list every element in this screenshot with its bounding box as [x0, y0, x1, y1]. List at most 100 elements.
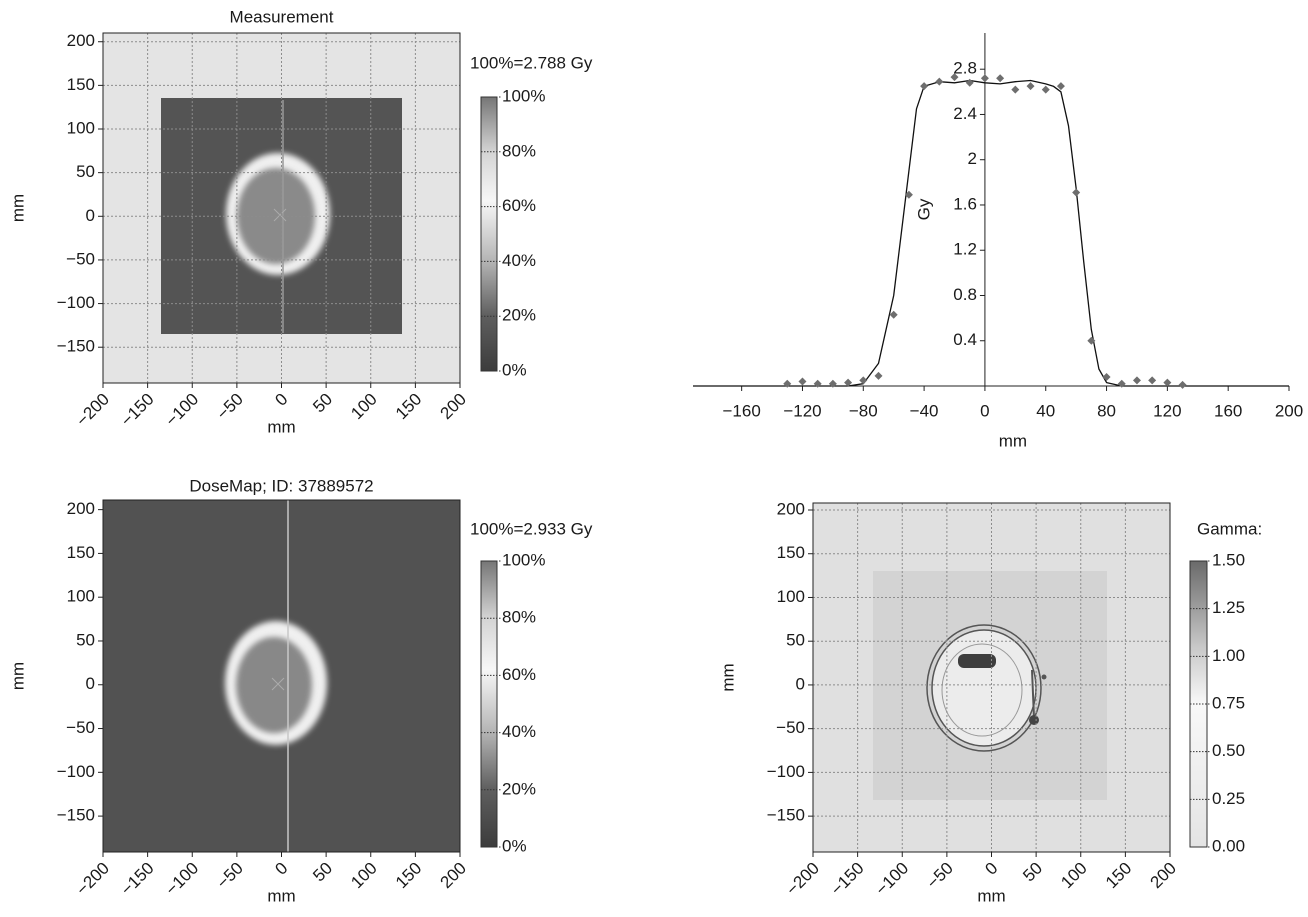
colorbar: [1190, 561, 1207, 847]
x-tick-label: −50: [213, 859, 247, 893]
x-tick-label: −150: [117, 390, 158, 431]
x-tick-label: 200: [1275, 401, 1303, 420]
x-tick-label: 50: [1019, 859, 1046, 886]
colorbar-tick-label: 1.25: [1212, 598, 1245, 617]
colorbar-tick-label: 80%: [502, 608, 536, 627]
y-tick-label: 200: [67, 31, 95, 50]
y-tick-label: −50: [66, 249, 95, 268]
profile-line: [693, 81, 1289, 387]
y-tick-label: 1.2: [953, 240, 977, 259]
x-tick-label: 100: [347, 390, 380, 423]
y-tick-label: 2.8: [953, 59, 977, 78]
data-point: [1133, 376, 1141, 384]
x-tick-label: 50: [309, 390, 336, 417]
chart-title: Measurement: [230, 7, 334, 26]
y-tick-label: 50: [76, 630, 95, 649]
x-tick-label: 100: [347, 859, 380, 892]
page: Dose measurement figure {"chart_data": […: [0, 0, 1308, 917]
x-tick-label: −200: [72, 390, 113, 431]
data-point: [798, 377, 806, 385]
y-tick-label: 0.8: [953, 285, 977, 304]
y-tick-label: −150: [57, 806, 95, 825]
x-tick-label: −50: [213, 390, 247, 424]
x-axis-label: mm: [267, 417, 295, 436]
y-tick-label: 100: [67, 587, 95, 606]
x-tick-label: 0: [981, 859, 1001, 879]
colorbar-tick-label: 0.75: [1212, 693, 1245, 712]
colorbar-tick-label: 0.25: [1212, 789, 1245, 808]
x-axis-label: mm: [977, 886, 1005, 905]
data-point: [966, 79, 974, 87]
y-tick-label: −50: [776, 718, 805, 737]
y-tick-label: −150: [57, 337, 95, 356]
x-tick-label: −200: [782, 859, 823, 900]
y-tick-label: 100: [777, 587, 805, 606]
colorbar-tick-label: 100%: [502, 86, 545, 105]
y-tick-label: 150: [67, 75, 95, 94]
y-axis-label: mm: [8, 194, 27, 222]
x-tick-label: −50: [923, 859, 957, 893]
data-point: [859, 376, 867, 384]
x-tick-label: −160: [723, 401, 761, 420]
y-tick-label: 0: [86, 674, 95, 693]
data-point: [981, 74, 989, 82]
data-point: [935, 78, 943, 86]
y-tick-label: −100: [57, 762, 95, 781]
x-tick-label: −80: [849, 401, 878, 420]
x-tick-label: −40: [910, 401, 939, 420]
colorbar-tick-label: 0.50: [1212, 741, 1245, 760]
x-tick-label: 160: [1214, 401, 1242, 420]
colorbar-tick-label: 100%: [502, 550, 545, 569]
x-tick-label: 150: [392, 859, 425, 892]
y-axis-label: Gy: [914, 198, 933, 220]
y-tick-label: 2.4: [953, 104, 977, 123]
colorbar-tick-label: 80%: [502, 141, 536, 160]
data-point: [874, 372, 882, 380]
dosemap-image: [103, 500, 460, 852]
colorbar-tick-label: 20%: [502, 779, 536, 798]
y-axis-label: mm: [718, 663, 737, 691]
x-tick-label: −100: [872, 859, 913, 900]
x-tick-label: 200: [1147, 859, 1180, 892]
x-tick-label: 200: [437, 390, 470, 423]
x-tick-label: 0: [271, 390, 291, 410]
data-point: [996, 74, 1004, 82]
y-tick-label: 50: [786, 631, 805, 650]
y-tick-label: −150: [767, 806, 805, 825]
body: −200−150−100−50050100150200−150−100−5005…: [0, 0, 1308, 917]
y-tick-label: 150: [777, 543, 805, 562]
data-point: [1103, 373, 1111, 381]
data-point: [1072, 189, 1080, 197]
x-tick-label: −120: [783, 401, 821, 420]
x-tick-label: 40: [1036, 401, 1055, 420]
x-tick-label: −100: [162, 859, 203, 900]
data-point: [1027, 82, 1035, 90]
y-tick-label: 2: [967, 149, 976, 168]
figure: −200−150−100−50050100150200−150−100−5005…: [0, 0, 1308, 917]
x-axis-label: mm: [267, 886, 295, 905]
data-point: [1011, 86, 1019, 94]
colorbar-tick-label: 40%: [502, 722, 536, 741]
x-tick-label: −200: [72, 859, 113, 900]
y-tick-label: −100: [57, 293, 95, 312]
x-tick-label: 100: [1057, 859, 1090, 892]
colorbar-tick-label: 20%: [502, 306, 536, 325]
y-tick-label: 0: [86, 206, 95, 225]
x-tick-label: −150: [117, 859, 158, 900]
chart-title: DoseMap; ID: 37889572: [189, 476, 373, 495]
x-tick-label: 80: [1097, 401, 1116, 420]
colorbar-label: 100%=2.933 Gy: [470, 519, 593, 538]
colorbar-tick-label: 0%: [502, 360, 527, 379]
y-axis-label: mm: [8, 662, 27, 690]
data-point: [1042, 86, 1050, 94]
x-tick-label: 150: [392, 390, 425, 423]
y-tick-label: 150: [67, 543, 95, 562]
colorbar-tick-label: 40%: [502, 251, 536, 270]
colorbar-label: Gamma:: [1197, 519, 1262, 538]
data-point: [1179, 381, 1187, 389]
y-tick-label: 1.6: [953, 194, 977, 213]
x-tick-label: 120: [1153, 401, 1181, 420]
colorbar-tick-label: 0%: [502, 836, 527, 855]
colorbar-tick-label: 0.00: [1212, 836, 1245, 855]
colorbar: [481, 561, 497, 847]
